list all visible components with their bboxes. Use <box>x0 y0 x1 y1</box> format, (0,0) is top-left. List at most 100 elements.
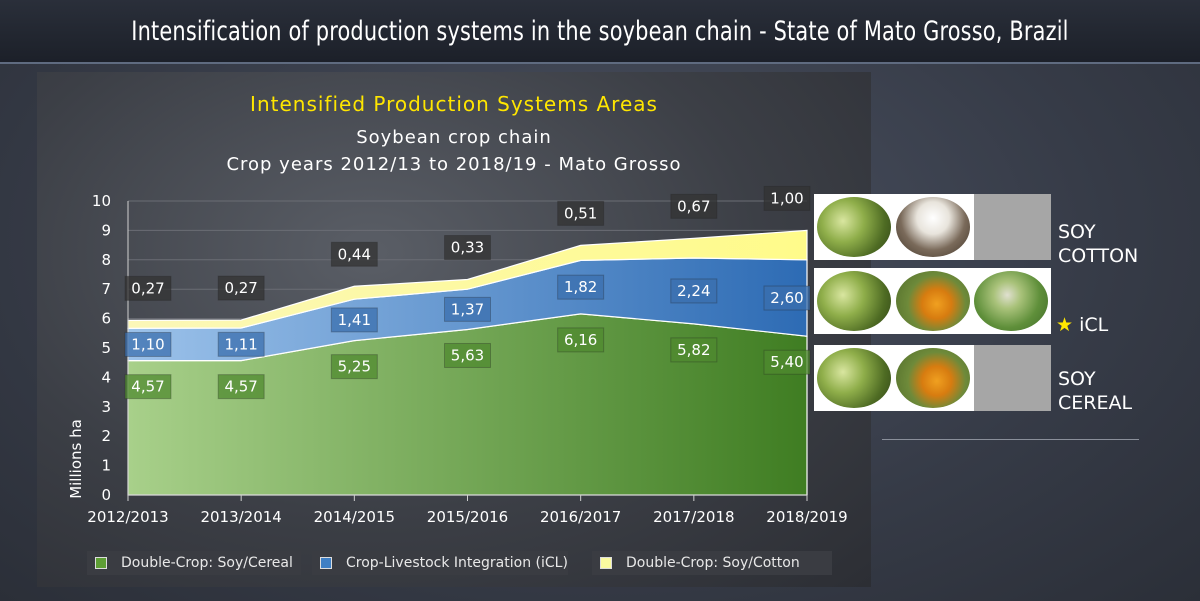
label-soy-cotton-line1: SOY <box>1058 221 1096 243</box>
y-axis-label: Millions ha <box>67 419 85 499</box>
label-icl: ★ iCL <box>1056 313 1108 337</box>
data-label: 6,16 <box>564 331 597 349</box>
data-label-box <box>124 331 172 357</box>
data-label-box <box>124 374 172 400</box>
star-icon: ★ <box>1056 314 1074 336</box>
data-label-box <box>763 285 811 311</box>
data-label: 4,57 <box>131 378 164 396</box>
legend-item-soy-cereal: Double-Crop: Soy/Cereal <box>87 551 301 575</box>
data-label-box <box>670 337 718 363</box>
data-label: 0,27 <box>131 279 164 297</box>
y-tick-label: 3 <box>101 398 111 416</box>
y-tick-label: 4 <box>101 368 111 386</box>
data-label: 1,37 <box>451 300 484 318</box>
y-tick-label: 1 <box>101 457 111 475</box>
data-label-box <box>124 275 172 301</box>
data-label-box <box>217 331 265 357</box>
y-tick-label: 6 <box>101 310 111 328</box>
data-label: 4,57 <box>224 378 257 396</box>
data-label: 1,00 <box>770 189 803 207</box>
data-label-box <box>557 327 605 353</box>
divider <box>882 439 1139 440</box>
soybean-photo-icon <box>817 271 891 331</box>
data-label: 5,63 <box>451 346 484 364</box>
legend-label-soy-cotton: Double-Crop: Soy/Cotton <box>626 555 800 571</box>
label-soy-cotton-line2: COTTON <box>1058 245 1139 267</box>
data-label: 1,11 <box>224 335 257 353</box>
y-tick-label: 10 <box>92 192 111 210</box>
data-label: 0,27 <box>224 279 257 297</box>
placeholder-block <box>974 194 1051 260</box>
data-label: 1,41 <box>338 311 371 329</box>
x-tick-label: 2012/2013 <box>87 508 168 526</box>
legend-label-icl: Crop-Livestock Integration (iCL) <box>346 555 568 571</box>
data-label: 0,44 <box>338 245 371 263</box>
data-label-box <box>763 185 811 211</box>
data-label: 0,33 <box>451 238 484 256</box>
y-tick-label: 8 <box>101 251 111 269</box>
x-tick-label: 2016/2017 <box>540 508 621 526</box>
y-tick-label: 7 <box>101 280 111 298</box>
data-label: 1,82 <box>564 278 597 296</box>
data-label-box <box>217 275 265 301</box>
data-label-box <box>444 342 491 368</box>
data-label-box <box>670 278 718 304</box>
cattle-pasture-photo-icon <box>974 271 1048 331</box>
soybean-photo-icon <box>817 197 891 257</box>
soybean-photo-icon <box>817 348 891 408</box>
photo-strip-icl <box>814 268 1051 334</box>
data-label-box <box>557 200 605 226</box>
legend-swatch-icl <box>320 557 332 569</box>
data-label: 5,40 <box>770 353 803 371</box>
y-tick-label: 9 <box>101 221 111 239</box>
photo-strip-soy-cotton <box>814 194 1051 260</box>
data-label: 2,24 <box>677 282 710 300</box>
data-label-box <box>330 307 378 333</box>
label-soy-cereal-line2: CEREAL <box>1058 392 1133 414</box>
label-icl-text: iCL <box>1079 314 1109 336</box>
y-tick-label: 5 <box>101 339 111 357</box>
banner: Intensification of production systems in… <box>0 0 1200 64</box>
data-label: 2,60 <box>770 289 803 307</box>
chart-panel: Intensified Production Systems Areas Soyb… <box>37 72 871 587</box>
data-label-box <box>444 234 491 260</box>
label-soy-cereal: SOY CEREAL <box>1058 367 1132 415</box>
legend-item-icl: Crop-Livestock Integration (iCL) <box>312 551 568 575</box>
corn-photo-icon <box>896 271 970 331</box>
placeholder-block <box>974 345 1051 411</box>
data-label: 1,10 <box>131 335 164 353</box>
legend-label-soy-cereal: Double-Crop: Soy/Cereal <box>121 555 293 571</box>
x-tick-label: 2014/2015 <box>314 508 395 526</box>
data-label-box <box>330 354 378 380</box>
label-soy-cotton: SOY COTTON <box>1058 220 1138 268</box>
x-tick-label: 2018/2019 <box>766 508 847 526</box>
data-label: 0,51 <box>564 204 597 222</box>
data-label-box <box>557 274 605 300</box>
data-label-box <box>670 193 718 219</box>
data-label-box <box>330 241 378 267</box>
y-tick-label: 2 <box>101 427 111 445</box>
photo-strip-soy-cereal <box>814 345 1051 411</box>
area-series-3 <box>127 229 808 329</box>
legend-item-soy-cotton: Double-Crop: Soy/Cotton <box>592 551 832 575</box>
legend-swatch-soy-cereal <box>95 557 107 569</box>
banner-title: Intensification of production systems in… <box>131 15 1069 47</box>
y-tick-label: 0 <box>101 486 111 504</box>
x-tick-label: 2013/2014 <box>200 508 281 526</box>
data-label-box <box>763 349 811 375</box>
data-label: 0,67 <box>677 197 710 215</box>
chart-title: Intensified Production Systems Areas <box>250 92 658 116</box>
chart-subtitle-line1: Soybean crop chain <box>356 127 552 148</box>
data-label: 5,82 <box>677 341 710 359</box>
chart-subtitle-line2: Crop years 2012/13 to 2018/19 - Mato Gro… <box>226 154 681 175</box>
label-soy-cereal-line1: SOY <box>1058 368 1096 390</box>
legend-swatch-soy-cotton <box>600 557 612 569</box>
cotton-photo-icon <box>896 197 970 257</box>
data-label: 5,25 <box>338 358 371 376</box>
area-chart: Intensified Production Systems Areas Soyb… <box>67 92 848 526</box>
x-tick-label: 2015/2016 <box>427 508 508 526</box>
x-tick-label: 2017/2018 <box>653 508 734 526</box>
data-label-box <box>217 374 265 400</box>
corn-photo-icon <box>896 348 970 408</box>
data-label-box <box>444 296 491 322</box>
